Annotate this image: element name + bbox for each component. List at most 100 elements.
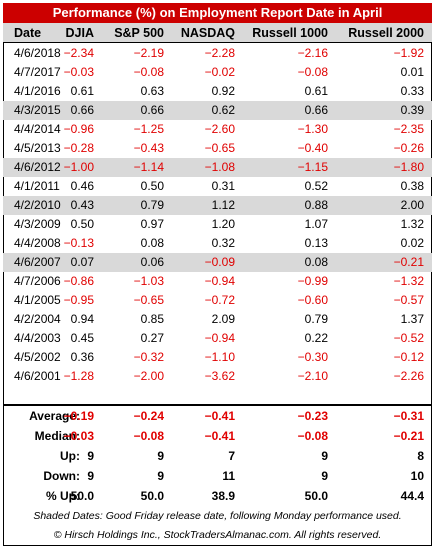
djia-cell: 0.46: [70, 179, 94, 193]
table-row: 4/5/2013 −0.28 −0.43 −0.65 −0.40 −0.26: [3, 139, 432, 158]
russell1000-cell: 1.07: [304, 217, 328, 231]
stat-row: Down: 9 9 11 9 10: [3, 467, 432, 486]
sp500-stat-cell: −0.08: [133, 429, 164, 443]
russell1000-cell: −0.40: [297, 141, 328, 155]
table-row: 4/4/2014 −0.96 −1.25 −2.60 −1.30 −2.35: [3, 120, 432, 139]
djia-cell: 0.66: [70, 103, 94, 117]
table-row: 4/4/2003 0.45 0.27 −0.94 0.22 −0.52: [3, 329, 432, 348]
table-row: 4/5/2002 0.36 −0.32 −1.10 −0.30 −0.12: [3, 348, 432, 367]
sp500-cell: 0.79: [140, 198, 164, 212]
djia-cell: 0.50: [70, 217, 94, 231]
nasdaq-cell: −3.62: [204, 369, 235, 383]
sp500-cell: −0.65: [133, 293, 164, 307]
russell1000-stat-cell: 9: [321, 469, 328, 483]
date-cell: 4/3/2015: [14, 103, 61, 117]
russell2000-cell: −0.57: [393, 293, 424, 307]
sp500-cell: 0.06: [140, 255, 164, 269]
nasdaq-cell: −0.72: [204, 293, 235, 307]
col-header-date: Date: [14, 26, 42, 40]
russell2000-cell: −2.26: [393, 369, 424, 383]
djia-cell: −0.28: [63, 141, 94, 155]
nasdaq-cell: −0.94: [204, 331, 235, 345]
stat-row: % Up: 50.0 50.0 38.9 50.0 44.4: [3, 487, 432, 506]
stat-label: Up:: [60, 449, 80, 463]
nasdaq-cell: 0.32: [211, 236, 235, 250]
russell1000-cell: 0.88: [304, 198, 328, 212]
table-row: 4/1/2011 0.46 0.50 0.31 0.52 0.38: [3, 177, 432, 196]
djia-stat-cell: 9: [87, 469, 94, 483]
russell1000-cell: 0.22: [304, 331, 328, 345]
nasdaq-stat-cell: 38.9: [211, 489, 235, 503]
date-cell: 4/6/2007: [14, 255, 61, 269]
russell2000-cell: 2.00: [400, 198, 424, 212]
stat-label: Average:: [29, 409, 80, 423]
russell1000-cell: −2.16: [297, 46, 328, 60]
date-cell: 4/6/2018: [14, 46, 61, 60]
sp500-stat-cell: −0.24: [133, 409, 164, 423]
russell2000-cell: −0.26: [393, 141, 424, 155]
russell2000-stat-cell: 8: [417, 449, 424, 463]
russell2000-cell: 0.01: [400, 65, 424, 79]
stat-label: Down:: [43, 469, 80, 483]
russell1000-cell: −0.30: [297, 350, 328, 364]
sp500-stat-cell: 9: [157, 469, 164, 483]
djia-cell: −2.34: [63, 46, 94, 60]
russell1000-cell: 0.52: [304, 179, 328, 193]
djia-cell: 0.36: [70, 350, 94, 364]
djia-cell: −0.96: [63, 122, 94, 136]
djia-stat-cell: −0.03: [63, 429, 94, 443]
russell2000-stat-cell: 10: [410, 469, 424, 483]
sp500-cell: 0.66: [140, 103, 164, 117]
date-cell: 4/1/2005: [14, 293, 61, 307]
russell2000-stat-cell: −0.21: [393, 429, 424, 443]
djia-cell: −1.28: [63, 369, 94, 383]
table-row: 4/3/2009 0.50 0.97 1.20 1.07 1.32: [3, 215, 432, 234]
russell2000-cell: −1.80: [393, 160, 424, 174]
date-cell: 4/4/2003: [14, 331, 61, 345]
russell1000-cell: −0.60: [297, 293, 328, 307]
nasdaq-cell: −0.09: [204, 255, 235, 269]
nasdaq-cell: 0.31: [211, 179, 235, 193]
nasdaq-cell: −0.94: [204, 274, 235, 288]
table-row: 4/7/2017 −0.03 −0.08 −0.02 −0.08 0.01: [3, 63, 432, 82]
djia-cell: 0.07: [70, 255, 94, 269]
russell2000-cell: 1.32: [400, 217, 424, 231]
table-row: 4/2/2004 0.94 0.85 2.09 0.79 1.37: [3, 310, 432, 329]
russell2000-cell: 1.37: [400, 312, 424, 326]
table-row: 4/2/2010 0.43 0.79 1.12 0.88 2.00: [3, 196, 432, 215]
table-title: Performance (%) on Employment Report Dat…: [3, 3, 432, 23]
djia-stat-cell: −0.19: [63, 409, 94, 423]
table-row: 4/3/2015 0.66 0.66 0.62 0.66 0.39: [3, 101, 432, 120]
sp500-cell: −0.32: [133, 350, 164, 364]
djia-stat-cell: 50.0: [70, 489, 94, 503]
col-header-nasdaq: NASDAQ: [180, 26, 235, 40]
nasdaq-cell: −0.02: [204, 65, 235, 79]
date-cell: 4/7/2017: [14, 65, 61, 79]
table-row: 4/4/2008 −0.13 0.08 0.32 0.13 0.02: [3, 234, 432, 253]
header-row: Date DJIA S&P 500 NASDAQ Russell 1000 Ru…: [3, 23, 432, 43]
djia-stat-cell: 9: [87, 449, 94, 463]
djia-cell: 0.61: [70, 84, 94, 98]
date-cell: 4/6/2012: [14, 160, 61, 174]
sp500-cell: −1.14: [133, 160, 164, 174]
sp500-cell: 0.50: [140, 179, 164, 193]
russell1000-cell: 0.79: [304, 312, 328, 326]
sp500-cell: −0.43: [133, 141, 164, 155]
stat-label: Median:: [34, 429, 80, 443]
sp500-cell: −2.19: [133, 46, 164, 60]
russell1000-stat-cell: −0.23: [297, 409, 328, 423]
stat-label: % Up:: [46, 489, 80, 503]
nasdaq-cell: −2.28: [204, 46, 235, 60]
date-cell: 4/3/2009: [14, 217, 61, 231]
date-cell: 4/2/2004: [14, 312, 61, 326]
sp500-cell: −2.00: [133, 369, 164, 383]
date-cell: 4/5/2013: [14, 141, 61, 155]
table-row: 4/6/2018 −2.34 −2.19 −2.28 −2.16 −1.92: [3, 44, 432, 63]
russell1000-cell: 0.08: [304, 255, 328, 269]
nasdaq-cell: −0.65: [204, 141, 235, 155]
russell1000-stat-cell: 9: [321, 449, 328, 463]
date-cell: 4/7/2006: [14, 274, 61, 288]
russell2000-stat-cell: −0.31: [393, 409, 424, 423]
djia-cell: −0.95: [63, 293, 94, 307]
sp500-cell: 0.08: [140, 236, 164, 250]
